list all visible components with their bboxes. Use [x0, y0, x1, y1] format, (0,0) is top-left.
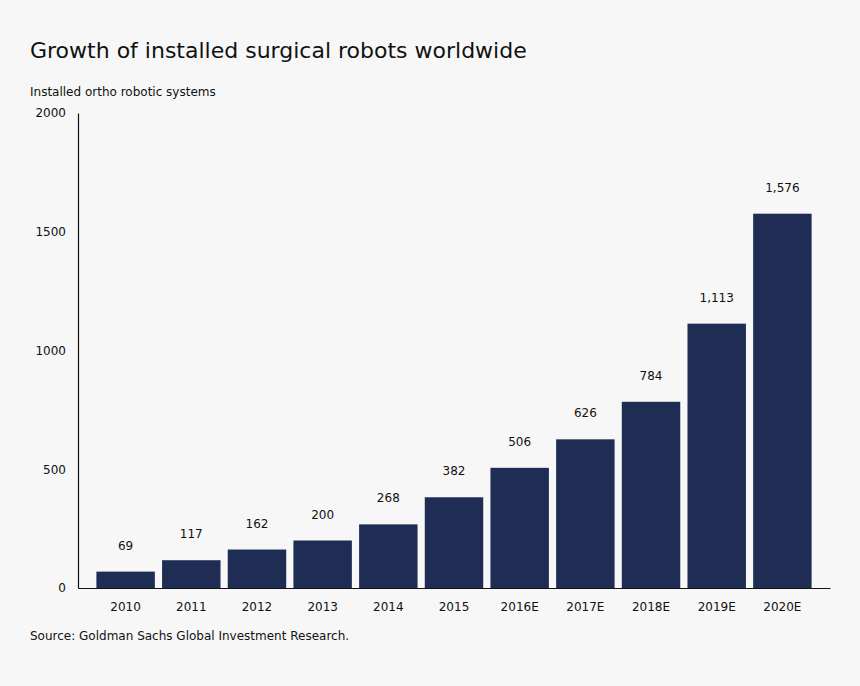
x-tick-label: 2017E: [566, 600, 604, 614]
x-tick: 2010: [110, 600, 141, 614]
bar: [162, 560, 220, 588]
x-tick-label: 2015: [439, 600, 470, 614]
x-tick-label: 2013: [307, 600, 338, 614]
bar: [622, 402, 680, 588]
y-axis-line: [78, 114, 79, 589]
bar: [425, 497, 483, 588]
y-tick-label: 0: [58, 581, 66, 595]
bar: [753, 214, 811, 588]
x-axis: 2010 2011 2012 2013 2014 2015 2016E 2017E 2018E 2…: [79, 589, 831, 614]
x-tick: 2020E: [763, 600, 801, 614]
data-label: 69: [118, 539, 133, 553]
title: Growth of installed surgical robots worl…: [30, 38, 527, 63]
data-label: 1,576: [765, 181, 799, 195]
y-tick-label: 1500: [35, 225, 66, 239]
data-label: 162: [246, 517, 269, 531]
data-label: 506: [508, 435, 531, 449]
y-tick: 1500: [35, 225, 78, 239]
x-tick-label: 2010: [110, 600, 141, 614]
x-tick: 2016E: [501, 600, 539, 614]
x-tick-label: 2011: [176, 600, 207, 614]
data-label: 200: [311, 508, 334, 522]
y-tick: 2000: [35, 106, 78, 120]
x-tick: 2013: [307, 600, 338, 614]
y-axis: 0 500 1000 1500 2000: [35, 106, 78, 595]
y-tick: 1000: [35, 344, 78, 358]
x-tick: 2011: [176, 600, 207, 614]
data-label: 1,113: [700, 291, 734, 305]
data-label: 382: [443, 464, 466, 478]
y-tick-label: 1000: [35, 344, 66, 358]
bar: [556, 439, 614, 588]
y-tick: 500: [43, 463, 78, 477]
y-tick-label: 500: [43, 463, 66, 477]
source: Source: Goldman Sachs Global Investment …: [30, 629, 349, 643]
x-tick: 2012: [242, 600, 273, 614]
x-tick: 2015: [439, 600, 470, 614]
bar: [490, 468, 548, 588]
bar: [96, 572, 154, 588]
data-labels: 69 117 162 200 268 382 506 626 784 1,113 1,576: [118, 181, 800, 553]
data-label: 117: [180, 527, 203, 541]
x-tick: 2014: [373, 600, 404, 614]
bar: [359, 524, 417, 588]
background: [0, 0, 860, 686]
x-tick-label: 2012: [242, 600, 273, 614]
data-label: 784: [640, 369, 663, 383]
data-label: 626: [574, 406, 597, 420]
data-label: 268: [377, 491, 400, 505]
x-axis-line: [79, 588, 831, 589]
chart: Growth of installed surgical robots worl…: [0, 0, 860, 686]
bar: [293, 541, 351, 589]
x-tick-label: 2014: [373, 600, 404, 614]
x-tick: 2018E: [632, 600, 670, 614]
x-tick-label: 2016E: [501, 600, 539, 614]
y-tick: 0: [58, 581, 78, 595]
x-tick: 2017E: [566, 600, 604, 614]
x-tick-label: 2020E: [763, 600, 801, 614]
y-tick-label: 2000: [35, 106, 66, 120]
bar: [228, 550, 286, 588]
bars: [96, 214, 811, 588]
bar: [687, 324, 745, 588]
x-tick-label: 2018E: [632, 600, 670, 614]
x-tick: 2019E: [698, 600, 736, 614]
x-tick-label: 2019E: [698, 600, 736, 614]
axis-title: Installed ortho robotic systems: [30, 85, 216, 99]
